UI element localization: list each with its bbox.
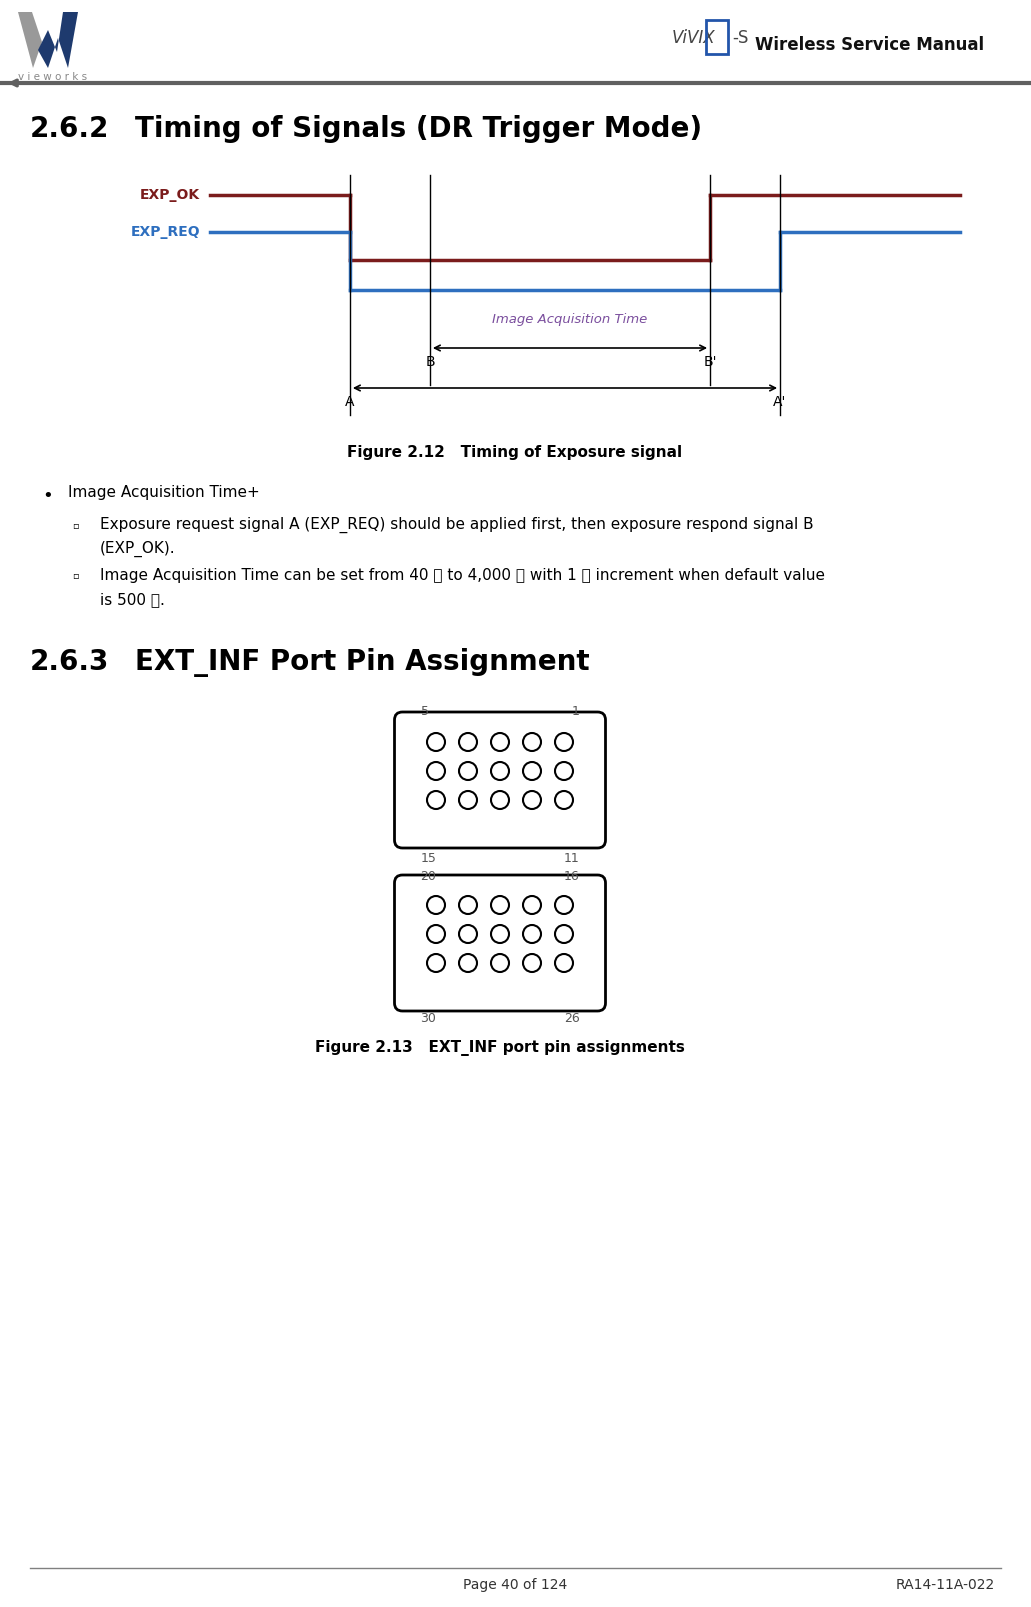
- Text: 2.6.3: 2.6.3: [30, 648, 109, 677]
- Text: 15: 15: [421, 852, 436, 865]
- Text: A: A: [345, 395, 355, 410]
- Text: 16: 16: [564, 869, 579, 882]
- Text: 2.6.2: 2.6.2: [30, 116, 109, 143]
- Text: 30: 30: [421, 1012, 436, 1025]
- Text: v i e w o r k s: v i e w o r k s: [18, 72, 88, 82]
- Text: 26: 26: [564, 1012, 579, 1025]
- Text: Timing of Signals (DR Trigger Mode): Timing of Signals (DR Trigger Mode): [135, 116, 702, 143]
- Text: B': B': [703, 355, 717, 370]
- Text: 5: 5: [421, 705, 429, 718]
- Text: •: •: [42, 487, 54, 505]
- Text: EXP_OK: EXP_OK: [140, 188, 200, 202]
- Text: (EXP_OK).: (EXP_OK).: [100, 542, 175, 558]
- Text: -S: -S: [732, 29, 749, 47]
- FancyBboxPatch shape: [395, 874, 605, 1011]
- Text: RA14-11A-022: RA14-11A-022: [896, 1578, 995, 1593]
- Text: EXT_INF Port Pin Assignment: EXT_INF Port Pin Assignment: [135, 648, 590, 677]
- Text: Figure 2.13   EXT_INF port pin assignments: Figure 2.13 EXT_INF port pin assignments: [315, 1040, 685, 1056]
- Polygon shape: [38, 11, 78, 67]
- Text: Image Acquisition Time can be set from 40 ㎜ to 4,000 ㎜ with 1 ㎜ increment when d: Image Acquisition Time can be set from 4…: [100, 567, 825, 583]
- Text: 20: 20: [421, 869, 436, 882]
- Text: B: B: [425, 355, 435, 370]
- Text: Image Acquisition Time+: Image Acquisition Time+: [68, 485, 260, 500]
- Text: 1: 1: [571, 705, 579, 718]
- Text: is 500 ㎜.: is 500 ㎜.: [100, 591, 165, 607]
- Text: A': A': [773, 395, 787, 410]
- Text: ▫: ▫: [72, 521, 78, 530]
- Text: Image Acquisition Time: Image Acquisition Time: [493, 313, 647, 326]
- Text: Exposure request signal A (EXP_REQ) should be applied first, then exposure respo: Exposure request signal A (EXP_REQ) shou…: [100, 517, 813, 534]
- FancyBboxPatch shape: [395, 712, 605, 848]
- Text: 11: 11: [564, 852, 579, 865]
- Text: ViVIX: ViVIX: [672, 29, 716, 47]
- Polygon shape: [18, 11, 42, 67]
- Text: EXP_REQ: EXP_REQ: [130, 225, 200, 239]
- Text: Wireless Service Manual: Wireless Service Manual: [755, 35, 985, 55]
- Text: ▫: ▫: [72, 570, 78, 580]
- Text: Page 40 of 124: Page 40 of 124: [463, 1578, 567, 1593]
- Text: Figure 2.12   Timing of Exposure signal: Figure 2.12 Timing of Exposure signal: [347, 445, 683, 460]
